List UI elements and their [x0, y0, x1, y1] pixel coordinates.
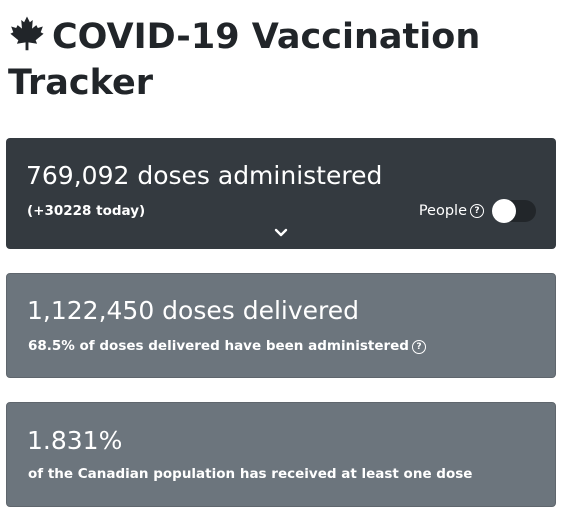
toggle-knob [492, 199, 516, 223]
page-title-text: COVID-19 Vaccination Tracker [8, 17, 481, 103]
question-circle-icon[interactable]: ? [411, 340, 426, 354]
chevron-down-icon[interactable] [274, 228, 288, 238]
doses-today-label: (+30228 today) [27, 203, 146, 219]
people-toggle-group: People ? [418, 199, 536, 223]
doses-administered-card[interactable]: 769,092 doses administered (+30228 today… [6, 138, 556, 249]
doses-delivered-card: 1,122,450 doses delivered 68.5% of doses… [6, 273, 556, 378]
page-title: COVID-19 Vaccination Tracker [8, 14, 548, 106]
population-card: 1.831% of the Canadian population has re… [6, 402, 556, 507]
doses-delivered-headline: 1,122,450 doses delivered [27, 296, 360, 325]
doses-delivered-subtext: 68.5% of doses delivered have been admin… [28, 337, 426, 355]
doses-administered-headline: 769,092 doses administered [26, 161, 383, 190]
people-toggle-label: People [418, 203, 467, 219]
maple-leaf-icon [10, 16, 44, 51]
question-circle-icon[interactable]: ? [470, 204, 484, 218]
population-percent: 1.831% [27, 426, 123, 455]
population-subtext: of the Canadian population has received … [28, 466, 473, 482]
delivered-percent-text: 68.5% of doses delivered have been admin… [28, 338, 409, 354]
people-toggle-switch[interactable] [492, 199, 536, 223]
